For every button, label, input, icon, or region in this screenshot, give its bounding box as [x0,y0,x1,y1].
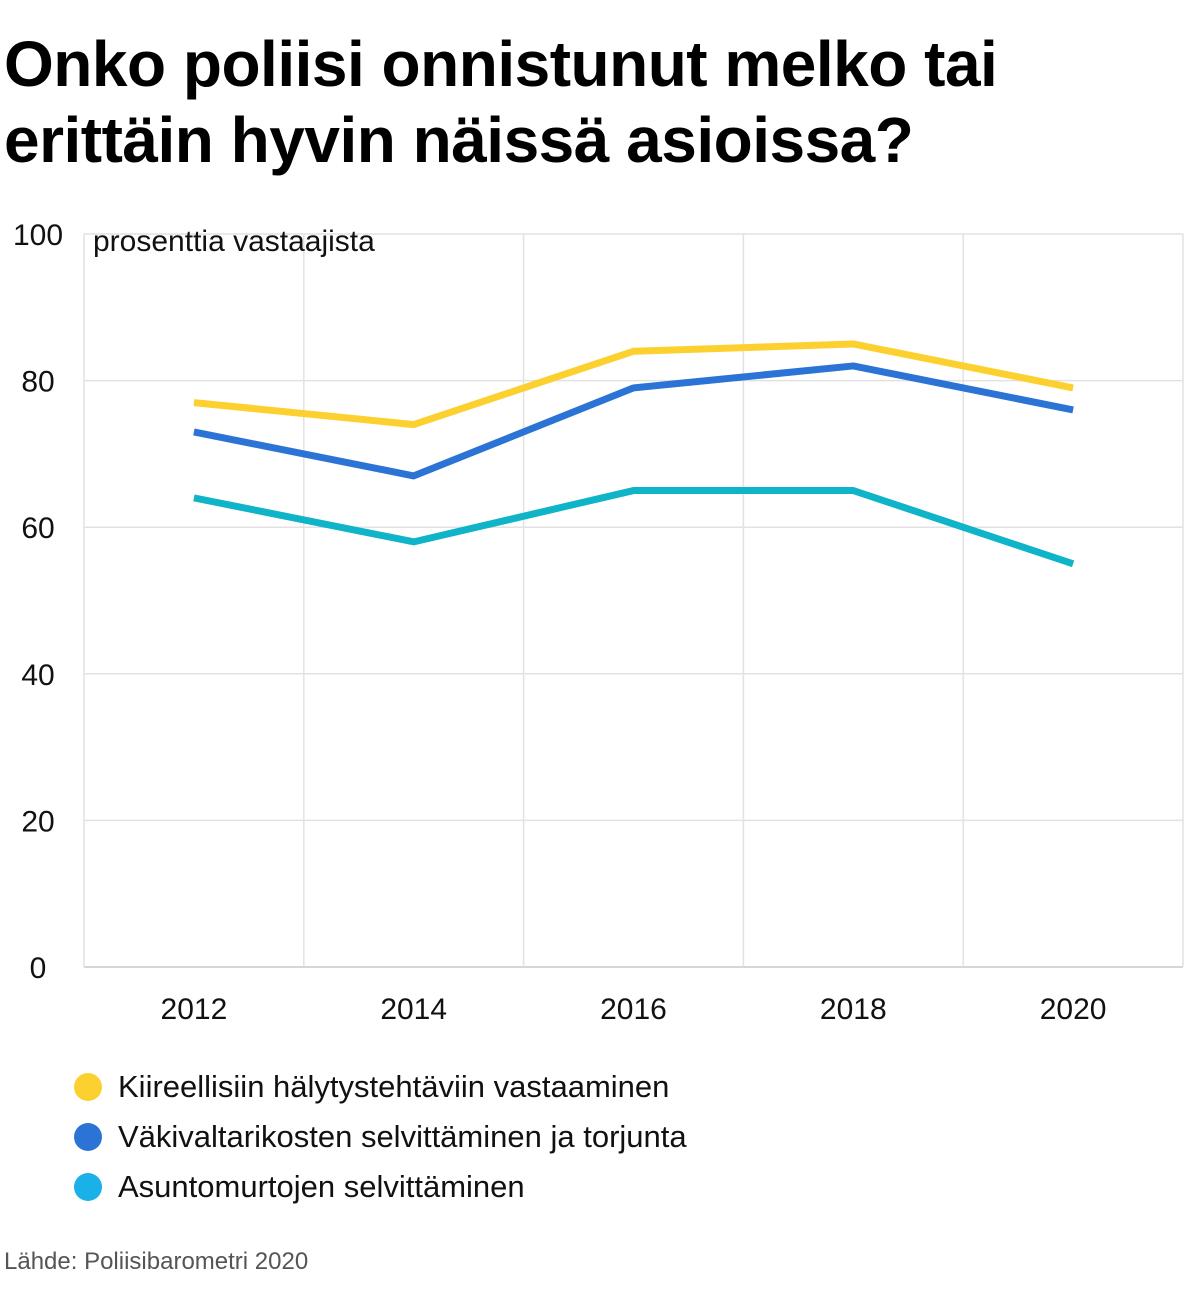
legend-label: Asuntomurtojen selvittäminen [118,1169,525,1204]
series-line-2 [193,362,1074,480]
y-axis-label: prosenttia vastaajista [93,225,375,258]
legend: Kiireellisiin hälytystehtäviin vastaamin… [74,1062,687,1212]
y-tick-label: 60 [21,512,54,545]
legend-swatch [74,1073,102,1101]
source-note: Lähde: Poliisibarometri 2020 [4,1248,309,1275]
x-tick-label: 2018 [820,993,887,1026]
y-tick-label: 20 [21,805,54,838]
line-chart: 0 20 40 60 80 100 2012 2014 2016 2018 2020 prosen… [13,219,1184,1026]
legend-item: Kiireellisiin hälytystehtäviin vastaamin… [74,1062,687,1112]
legend-swatch [74,1123,102,1151]
y-tick-label: 40 [21,659,54,692]
series-line-1 [193,340,1074,429]
legend-label: Kiireellisiin hälytystehtäviin vastaamin… [118,1069,670,1104]
x-axis-ticks: 2012 2014 2016 2018 2020 [161,993,1107,1026]
y-tick-label: 0 [30,952,47,985]
legend-swatch [74,1173,102,1201]
legend-label: Väkivaltarikosten selvittäminen ja torju… [118,1119,687,1154]
y-axis-ticks: 0 20 40 60 80 100 [13,219,63,985]
y-tick-label: 100 [13,219,63,252]
y-tick-label: 80 [21,366,54,399]
x-tick-label: 2020 [1040,993,1107,1026]
grid [83,233,1184,968]
x-tick-label: 2012 [161,993,228,1026]
series-line-3 [193,487,1075,568]
chart-title: Onko poliisi onnistunut melko tai erittä… [4,28,998,176]
legend-item: Väkivaltarikosten selvittäminen ja torju… [74,1112,687,1162]
series-lines [193,340,1075,568]
legend-item: Asuntomurtojen selvittäminen [74,1162,687,1212]
x-tick-label: 2014 [380,993,447,1026]
x-tick-label: 2016 [600,993,667,1026]
